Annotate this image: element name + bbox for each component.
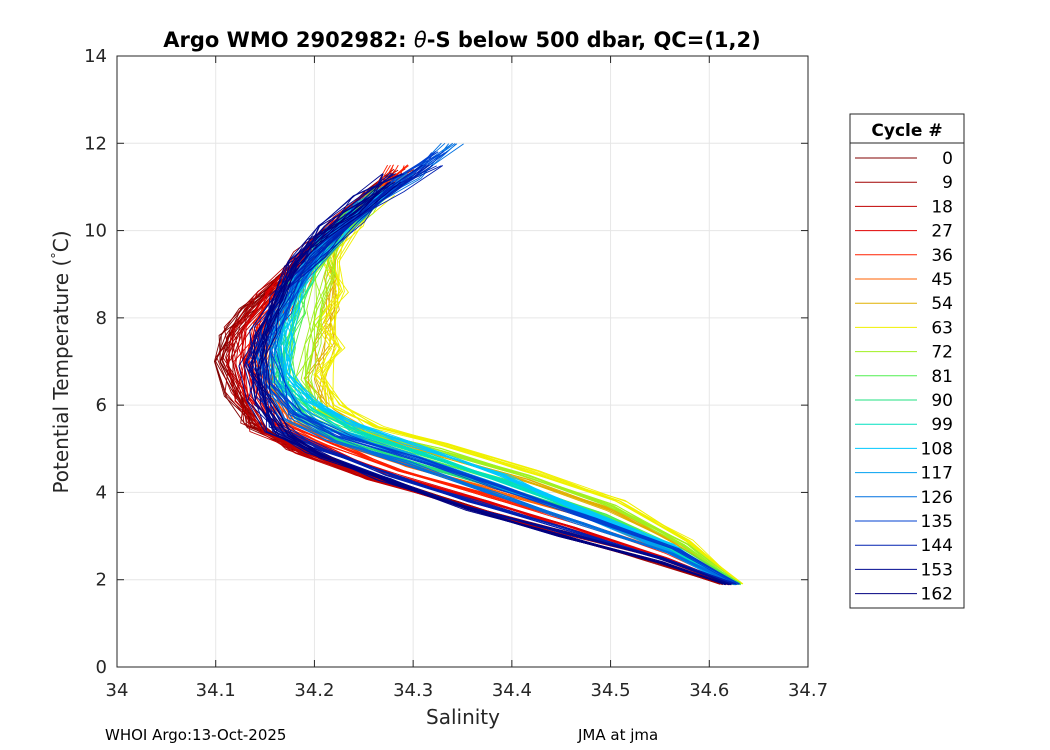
x-tick-label: 34.5 <box>591 680 631 701</box>
profile-line <box>250 181 726 586</box>
legend-label-45: 45 <box>931 270 953 290</box>
legend-label-9: 9 <box>942 173 953 193</box>
legend-label-108: 108 <box>921 439 953 459</box>
legend-label-153: 153 <box>921 560 953 580</box>
x-axis-label: Salinity <box>426 705 500 729</box>
legend-label-81: 81 <box>931 367 953 387</box>
legend: Cycle # 0 9 18 27 36 45 54 63 72 81 90 99 108 117 126 1… <box>849 113 965 609</box>
y-tick-label: 0 <box>96 657 107 678</box>
y-tick-label: 14 <box>84 46 107 67</box>
y-axis-label: Potential Temperature (°C) <box>49 230 73 493</box>
legend-label-135: 135 <box>921 512 953 532</box>
y-tick-label: 8 <box>96 308 107 329</box>
legend-label-117: 117 <box>921 464 953 484</box>
axis-ticks <box>116 55 809 668</box>
theta-s-profiles <box>214 142 744 586</box>
legend-label-54: 54 <box>931 294 953 314</box>
x-tick-labels: 34 34.1 34.2 34.3 34.4 34.5 34.6 34.7 <box>106 680 828 701</box>
chart-title: Argo WMO 2902982: θ-S below 500 dbar, QC… <box>163 28 760 52</box>
x-tick-label: 34 <box>106 680 129 701</box>
x-tick-label: 34.3 <box>393 680 433 701</box>
x-tick-label: 34.7 <box>788 680 828 701</box>
profile-line <box>288 182 735 585</box>
legend-label-99: 99 <box>931 415 953 435</box>
x-tick-label: 34.4 <box>492 680 532 701</box>
footer-right: JMA at jma <box>577 726 658 744</box>
legend-label-144: 144 <box>921 536 953 556</box>
legend-label-18: 18 <box>931 197 953 217</box>
legend-label-162: 162 <box>921 585 953 605</box>
profile-line <box>275 151 740 585</box>
legend-label-126: 126 <box>921 488 953 508</box>
legend-label-90: 90 <box>931 391 953 411</box>
x-tick-label: 34.1 <box>196 680 236 701</box>
legend-label-63: 63 <box>931 318 953 338</box>
legend-box <box>849 113 965 609</box>
profile-line <box>261 182 727 585</box>
x-tick-label: 34.2 <box>294 680 334 701</box>
x-tick-label: 34.6 <box>689 680 729 701</box>
legend-entries: 0 9 18 27 36 45 54 63 72 81 90 99 108 117 126 135 144 153… <box>855 149 953 605</box>
legend-title: Cycle # <box>871 121 942 141</box>
axes-box <box>116 55 809 668</box>
profile-line <box>274 182 735 585</box>
y-tick-label: 6 <box>96 395 107 416</box>
y-tick-label: 2 <box>96 570 107 591</box>
footer-left: WHOI Argo:13-Oct-2025 <box>105 726 286 744</box>
legend-label-27: 27 <box>931 222 953 242</box>
legend-label-36: 36 <box>931 246 953 266</box>
legend-label-0: 0 <box>942 149 953 169</box>
grid <box>117 56 808 667</box>
y-tick-labels: 0 2 4 6 8 10 12 14 <box>84 46 107 678</box>
y-tick-label: 10 <box>84 221 107 242</box>
y-tick-label: 12 <box>84 133 107 154</box>
profile-line <box>319 194 742 585</box>
legend-label-72: 72 <box>931 343 953 363</box>
y-tick-label: 4 <box>96 482 107 503</box>
